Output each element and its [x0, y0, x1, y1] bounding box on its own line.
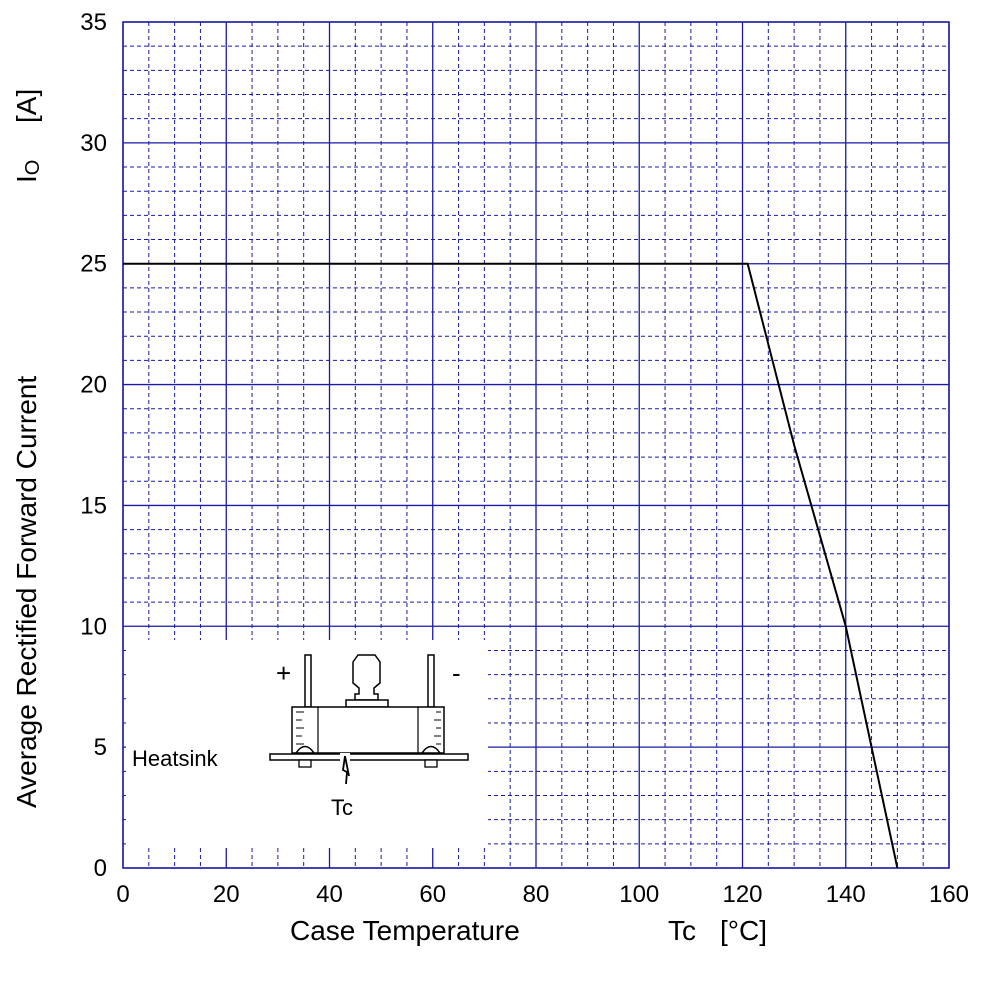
device-mounting-inset: + - Heatsink Tc [126, 640, 488, 848]
x-tick-label: 140 [826, 881, 866, 908]
x-tick-label: 100 [619, 881, 659, 908]
y-axis-label-main: Average Rectified Forward Current [11, 376, 42, 808]
tc-measurement-pointer [342, 755, 350, 785]
x-axis-label-main: Case Temperature [290, 915, 520, 946]
y-axis-label: Average Rectified Forward Current [11, 376, 42, 808]
center-tab-terminal [352, 654, 381, 701]
x-tick-label: 20 [213, 881, 240, 908]
minus-terminal-pin [427, 654, 435, 708]
package-body [291, 706, 445, 754]
plus-sign: + [276, 658, 291, 688]
y-axis-symbol-main: I [11, 175, 42, 183]
svg-text:Average Rectified Forward Curr: Average Rectified Forward Current [11, 376, 42, 808]
x-tick-labels: 0 20 40 60 80 100 120 140 160 [116, 881, 969, 908]
right-nut [424, 759, 438, 768]
plus-terminal-pin [304, 654, 312, 708]
derating-curve [123, 262, 899, 869]
y-tick-label: 0 [94, 855, 107, 882]
x-tick-label: 160 [929, 881, 969, 908]
plot-frame [122, 21, 950, 869]
x-axis-label: Case Temperature [290, 915, 520, 946]
center-tab-base [345, 699, 389, 708]
y-axis-unit: [A] [11, 89, 42, 123]
heatsink-label: Heatsink [132, 746, 219, 771]
x-tick-label: 80 [523, 881, 550, 908]
y-tick-label: 5 [94, 734, 107, 761]
right-screw-head [420, 745, 442, 754]
tc-label: Tc [331, 795, 353, 820]
left-nut [298, 759, 312, 768]
x-axis-symbol: Tc [668, 915, 696, 946]
y-tick-labels: 0 5 10 15 20 25 30 35 [80, 9, 107, 882]
x-tick-label: 120 [722, 881, 762, 908]
x-axis-unit: [°C] [720, 915, 767, 946]
x-tick-label: 40 [316, 881, 343, 908]
heatsink-plate [269, 753, 469, 761]
y-axis-symbol: IO [11, 160, 44, 183]
x-tick-label: 0 [116, 881, 129, 908]
y-axis-symbol-sub: O [22, 160, 44, 176]
svg-text:IO: IO [11, 160, 44, 183]
minus-sign: - [452, 658, 461, 688]
y-tick-label: 15 [80, 492, 107, 519]
y-tick-label: 25 [80, 251, 107, 278]
y-tick-label: 20 [80, 372, 107, 399]
y-tick-label: 30 [80, 130, 107, 157]
y-tick-label: 35 [80, 9, 107, 36]
package-left-hatching [296, 711, 441, 745]
svg-text:[A]: [A] [11, 89, 42, 123]
y-tick-label: 10 [80, 613, 107, 640]
series-layer [123, 262, 899, 869]
x-tick-label: 60 [419, 881, 446, 908]
left-screw-head [294, 745, 316, 754]
